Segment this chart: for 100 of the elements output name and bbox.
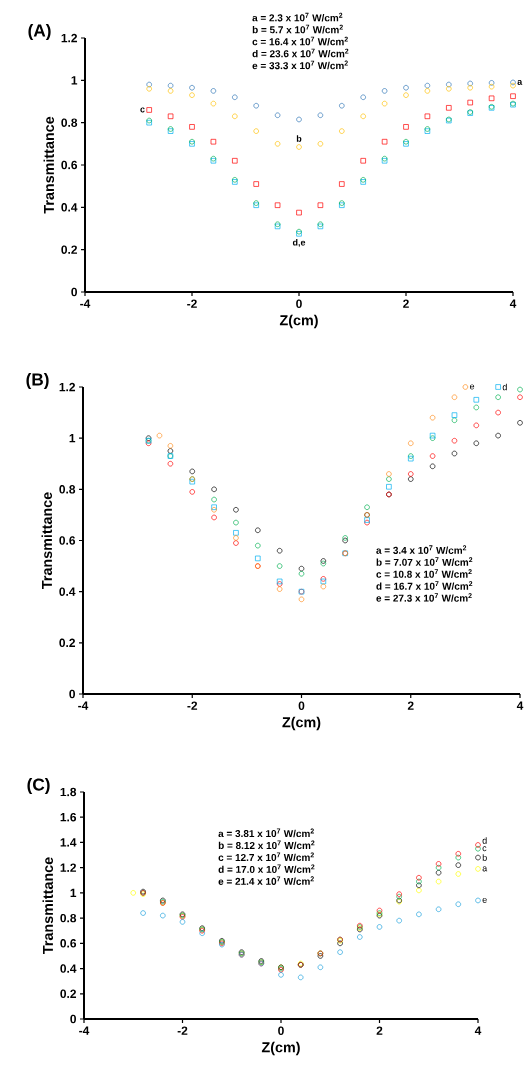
y-tick-label: 0.2 xyxy=(61,245,78,254)
point xyxy=(488,83,495,90)
point xyxy=(253,102,259,109)
point xyxy=(296,144,302,150)
point xyxy=(339,128,345,134)
point xyxy=(396,917,402,924)
y-tick-label: 0.4 xyxy=(59,587,76,596)
point xyxy=(467,99,473,106)
point xyxy=(233,540,239,546)
point xyxy=(211,514,217,521)
point xyxy=(424,88,431,94)
y-tick-label: 0.8 xyxy=(61,118,78,127)
point xyxy=(473,422,480,429)
point xyxy=(130,890,136,896)
point xyxy=(189,468,195,475)
point xyxy=(488,80,495,86)
point xyxy=(475,866,481,872)
point xyxy=(278,972,284,978)
annotation: e = 27.3 x 10$^{7}$ W/cm$^{2}$ xyxy=(376,593,472,602)
y-tick-label: 1.2 xyxy=(61,33,78,43)
point xyxy=(274,141,281,147)
x-tick-label: -4 xyxy=(78,701,89,710)
point xyxy=(475,846,481,852)
point xyxy=(408,476,414,482)
point xyxy=(167,461,174,467)
point xyxy=(451,417,458,423)
point xyxy=(416,878,422,885)
point xyxy=(403,84,409,91)
point xyxy=(337,949,343,955)
point xyxy=(210,88,217,94)
point xyxy=(488,95,495,102)
annotation: d xyxy=(482,837,487,844)
y-tick-label: 0.2 xyxy=(59,638,76,648)
point xyxy=(274,112,281,118)
point xyxy=(495,432,501,439)
point xyxy=(298,596,305,603)
x-tick-label: 4 xyxy=(516,701,524,710)
point xyxy=(408,440,414,447)
point xyxy=(317,964,324,971)
annotation: d = 16.7 x 10$^{7}$ W/cm$^{2}$ xyxy=(376,581,473,590)
point xyxy=(451,394,458,400)
point xyxy=(386,476,392,482)
point xyxy=(416,911,422,918)
y-tick-label: 0 xyxy=(70,1014,76,1024)
point xyxy=(446,86,452,92)
point xyxy=(167,82,174,89)
annotation: c = 12.7 x 10$^{7}$ W/cm$^{2}$ xyxy=(218,852,314,862)
y-axis-title: Transmittance xyxy=(43,116,55,214)
point xyxy=(140,910,146,916)
annotation: b = 7.07 x 10$^{7}$ W/cm$^{2}$ xyxy=(376,557,473,566)
y-tick-label: 0.6 xyxy=(60,939,77,948)
point xyxy=(255,555,261,562)
y-tick-label: 0.8 xyxy=(59,485,76,494)
annotation: a xyxy=(517,79,523,85)
point xyxy=(276,547,283,554)
annotation: c xyxy=(140,107,145,113)
point xyxy=(189,489,195,495)
point xyxy=(435,869,442,876)
point xyxy=(253,128,259,134)
point xyxy=(416,882,422,889)
point xyxy=(317,202,324,208)
text: b = 5.7 x 10$^{7}$ W/cm$^{2}$ xyxy=(252,24,343,34)
point xyxy=(364,504,370,510)
point xyxy=(210,100,217,107)
point xyxy=(416,875,422,881)
point xyxy=(435,861,442,867)
x-tick-label: -2 xyxy=(177,1026,188,1035)
x-axis-title: Z(cm) xyxy=(282,716,321,731)
point xyxy=(467,80,473,87)
point xyxy=(408,471,414,477)
point xyxy=(517,386,523,393)
point xyxy=(317,141,324,147)
annotation: c = 10.8 x 10$^{7}$ W/cm$^{2}$ xyxy=(376,569,472,578)
chart-title: (C) xyxy=(27,777,50,795)
point xyxy=(467,84,473,91)
point xyxy=(424,113,431,120)
annotation: d xyxy=(502,383,507,391)
x-axis-title: Z(cm) xyxy=(279,314,318,329)
point xyxy=(429,453,436,459)
x-tick-label: -4 xyxy=(80,299,91,308)
point xyxy=(146,86,152,92)
x-axis-title: Z(cm) xyxy=(261,1041,300,1056)
point xyxy=(274,202,281,208)
annotation: e xyxy=(469,384,475,390)
point xyxy=(381,88,388,94)
point xyxy=(146,107,152,113)
annotation: d = 17.0 x 10$^{7}$ W/cm$^{2}$ xyxy=(218,864,315,874)
point xyxy=(451,437,458,444)
point xyxy=(156,432,163,439)
y-tick-label: 0.4 xyxy=(61,203,78,212)
point xyxy=(233,519,239,526)
point xyxy=(446,105,452,111)
point xyxy=(255,527,261,533)
chart-title: (A) xyxy=(28,23,51,41)
y-tick-label: 1.2 xyxy=(60,863,77,872)
y-axis-title: Transmittance xyxy=(42,857,54,954)
y-tick-label: 1.4 xyxy=(60,838,77,847)
point xyxy=(253,181,259,187)
annotation: d = 23.6 x 10$^{7}$ W/cm$^{2}$ xyxy=(252,48,349,58)
y-axis-title: Transmittance xyxy=(41,492,53,589)
